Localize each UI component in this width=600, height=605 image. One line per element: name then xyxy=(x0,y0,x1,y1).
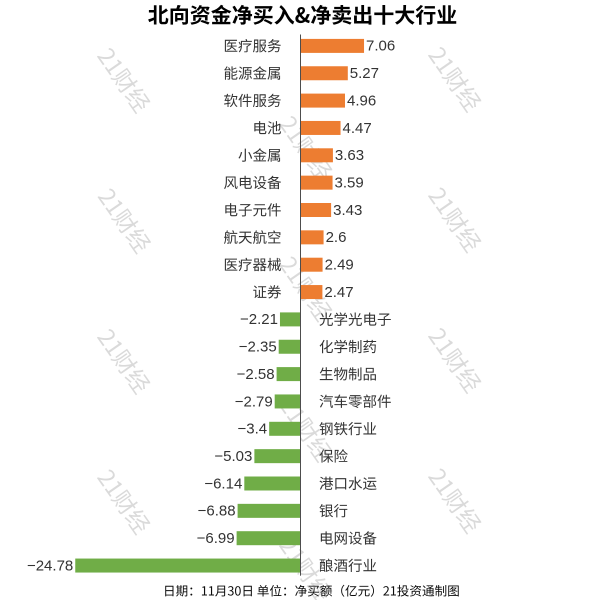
svg-text:3.63: 3.63 xyxy=(335,147,364,164)
svg-text:3.43: 3.43 xyxy=(333,202,362,219)
svg-text:2.47: 2.47 xyxy=(324,284,353,301)
svg-text:−5.03: −5.03 xyxy=(214,448,252,465)
svg-text:2.6: 2.6 xyxy=(326,229,347,246)
svg-text:−6.88: −6.88 xyxy=(198,503,236,520)
svg-text:−2.35: −2.35 xyxy=(239,339,277,356)
svg-text:7.06: 7.06 xyxy=(366,38,395,55)
svg-text:2.49: 2.49 xyxy=(325,257,354,274)
svg-text:−6.99: −6.99 xyxy=(197,530,235,547)
svg-text:−2.58: −2.58 xyxy=(237,366,275,383)
svg-text:−2.21: −2.21 xyxy=(240,311,278,328)
svg-text:4.96: 4.96 xyxy=(347,92,376,109)
svg-text:3.59: 3.59 xyxy=(335,174,364,191)
svg-text:−3.4: −3.4 xyxy=(238,421,268,438)
svg-text:5.27: 5.27 xyxy=(350,65,379,82)
svg-text:−2.79: −2.79 xyxy=(235,393,273,410)
svg-text:−6.14: −6.14 xyxy=(204,475,242,492)
svg-text:4.47: 4.47 xyxy=(343,120,372,137)
svg-text:−24.78: −24.78 xyxy=(27,557,73,574)
